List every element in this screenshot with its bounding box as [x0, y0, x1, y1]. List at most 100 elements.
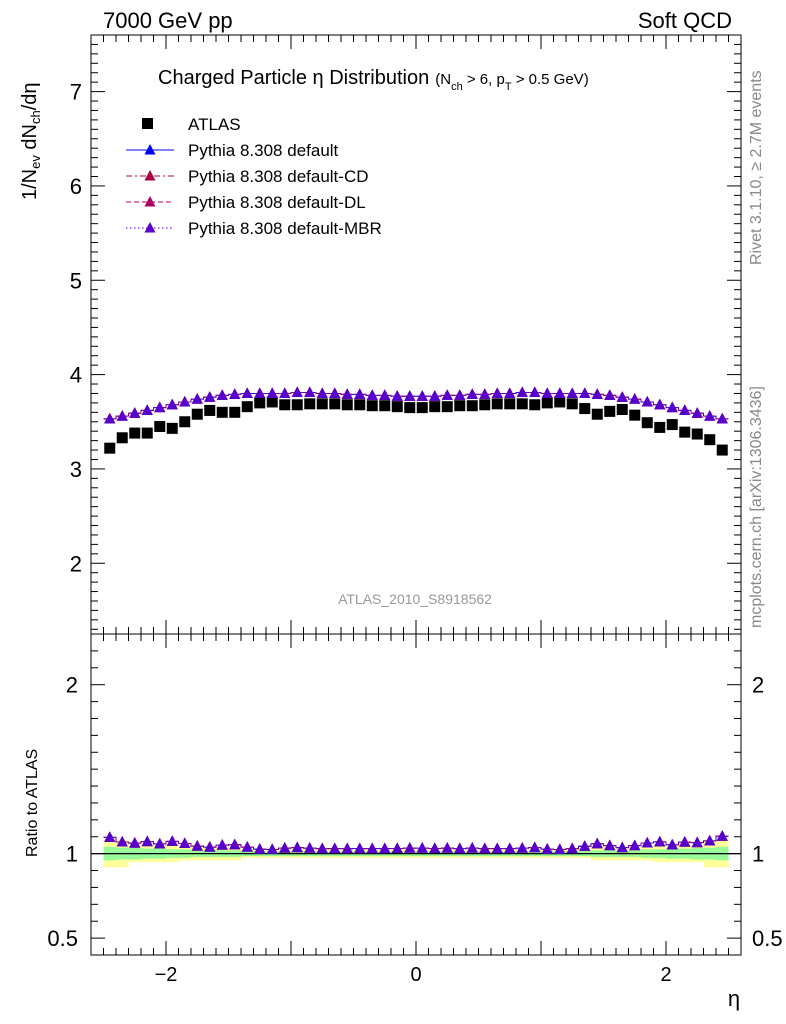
- mbr-ratio-point: [704, 834, 716, 846]
- mbr-ratio-point: [654, 835, 666, 847]
- mbr-point: [516, 386, 528, 398]
- mbr-ratio-point: [116, 835, 128, 847]
- mbr-ratio-point: [566, 842, 578, 854]
- mbr-point: [154, 401, 166, 413]
- legend-label: Pythia 8.308 default-DL: [188, 193, 366, 212]
- mbr-point: [104, 412, 116, 424]
- mbr-ratio-point: [254, 843, 266, 854]
- mbr-ratio-point: [679, 836, 691, 847]
- mbr-point: [304, 386, 316, 398]
- atlas-data-point: [216, 406, 228, 418]
- mbr-ratio-point: [304, 842, 316, 853]
- ratio-y-tick-label: 1: [66, 842, 78, 867]
- mbr-ratio-point: [329, 842, 341, 854]
- mbr-ratio-point: [191, 840, 203, 851]
- mbr-ratio-point: [279, 842, 291, 853]
- mbr-ratio-point: [204, 841, 216, 852]
- header-right: Soft QCD: [638, 8, 732, 33]
- x-axis-label: η: [728, 986, 740, 1011]
- mbr-ratio-point: [466, 842, 478, 853]
- atlas-data-point: [204, 404, 216, 416]
- atlas-data-point: [129, 427, 141, 439]
- mbr-point: [454, 389, 466, 400]
- atlas-data-point: [479, 399, 491, 411]
- legend-label: Pythia 8.308 default-MBR: [188, 219, 382, 238]
- mbr-ratio-point: [716, 830, 728, 841]
- atlas-data-point: [291, 399, 303, 411]
- mbr-point: [241, 387, 253, 398]
- mbr-ratio-point: [216, 839, 228, 850]
- atlas-data-point: [516, 398, 528, 410]
- atlas-data-point: [491, 398, 503, 410]
- ratio-band: [91, 840, 741, 868]
- atlas-data-point: [416, 402, 428, 414]
- mbr-point: [366, 389, 378, 400]
- rivet-label: Rivet 3.1.10, ≥ 2.7M events: [748, 70, 765, 265]
- x-tick-label: −2: [155, 964, 178, 986]
- mbr-ratio-point: [504, 842, 516, 854]
- atlas-data-point: [141, 427, 153, 439]
- mbr-point: [666, 401, 678, 413]
- mbr-ratio-point: [604, 839, 616, 851]
- mbr-ratio-point: [616, 841, 628, 853]
- mbr-ratio-point: [229, 838, 241, 850]
- atlas-data-point: [254, 397, 266, 409]
- atlas-data-point: [504, 398, 516, 410]
- series-lines: [103, 392, 729, 851]
- legend-marker-cd: [144, 170, 156, 181]
- atlas-data-point: [691, 428, 703, 440]
- atlas-data-point: [154, 420, 166, 432]
- mbr-point: [204, 391, 216, 402]
- atlas-data-point: [529, 399, 541, 411]
- atlas-data-point: [454, 400, 466, 412]
- atlas-data-point: [579, 403, 591, 415]
- atlas-data-point: [679, 426, 691, 438]
- mbr-ratio-point: [141, 835, 153, 847]
- atlas-data-point: [629, 409, 641, 421]
- mbr-point: [391, 390, 403, 401]
- atlas-data-point: [179, 416, 191, 428]
- atlas-data-point: [329, 398, 341, 410]
- mbr-ratio-point: [629, 839, 641, 851]
- mbr-point: [554, 387, 566, 398]
- mbr-ratio-point: [491, 842, 503, 854]
- mbr-point: [541, 387, 553, 398]
- atlas-data-point: [566, 398, 578, 410]
- mbr-point: [416, 390, 428, 401]
- mbr-ratio-point: [541, 843, 553, 854]
- mbr-point: [579, 387, 591, 398]
- mbr-ratio-point: [441, 842, 453, 853]
- atlas-data-point: [391, 401, 403, 413]
- mbr-ratio-point: [129, 837, 141, 848]
- legend-label: ATLAS: [188, 115, 241, 134]
- legend-label: Pythia 8.308 default-CD: [188, 167, 369, 186]
- mbr-ratio-point: [529, 841, 541, 853]
- mbr-ratio-point: [391, 842, 403, 854]
- mbr-ratio-point: [179, 837, 191, 848]
- atlas-data-point: [279, 399, 291, 411]
- axes: −2 0 2 2 3 4 5 6 7 0.5 0.5 1 1 2 2: [47, 34, 783, 986]
- atlas-data-point: [341, 399, 353, 411]
- mbr-point: [479, 388, 491, 399]
- mbr-point: [291, 386, 303, 398]
- ratio-y-tick-label-right: 1: [752, 842, 764, 867]
- atlas-data-point: [366, 400, 378, 412]
- atlas-data-point: [441, 401, 453, 413]
- header-left: 7000 GeV pp: [103, 8, 233, 33]
- y-tick-label: 6: [70, 174, 82, 199]
- atlas-data-point: [716, 444, 728, 456]
- mbr-ratio-point: [354, 842, 366, 854]
- mbr-point: [529, 386, 541, 398]
- mbr-point: [404, 390, 416, 401]
- ratio-y-tick-label: 0.5: [47, 926, 78, 951]
- mbr-ratio-point: [154, 837, 166, 849]
- mbr-ratio-point: [479, 842, 491, 854]
- mbr-ratio-line: [103, 835, 729, 851]
- mbr-ratio-point: [416, 842, 428, 853]
- y-tick-label: 3: [70, 457, 82, 482]
- mbr-ratio-point: [554, 843, 566, 855]
- mbr-ratio-point: [366, 842, 378, 854]
- mbr-ratio-point: [316, 842, 328, 854]
- mbr-point: [191, 393, 203, 404]
